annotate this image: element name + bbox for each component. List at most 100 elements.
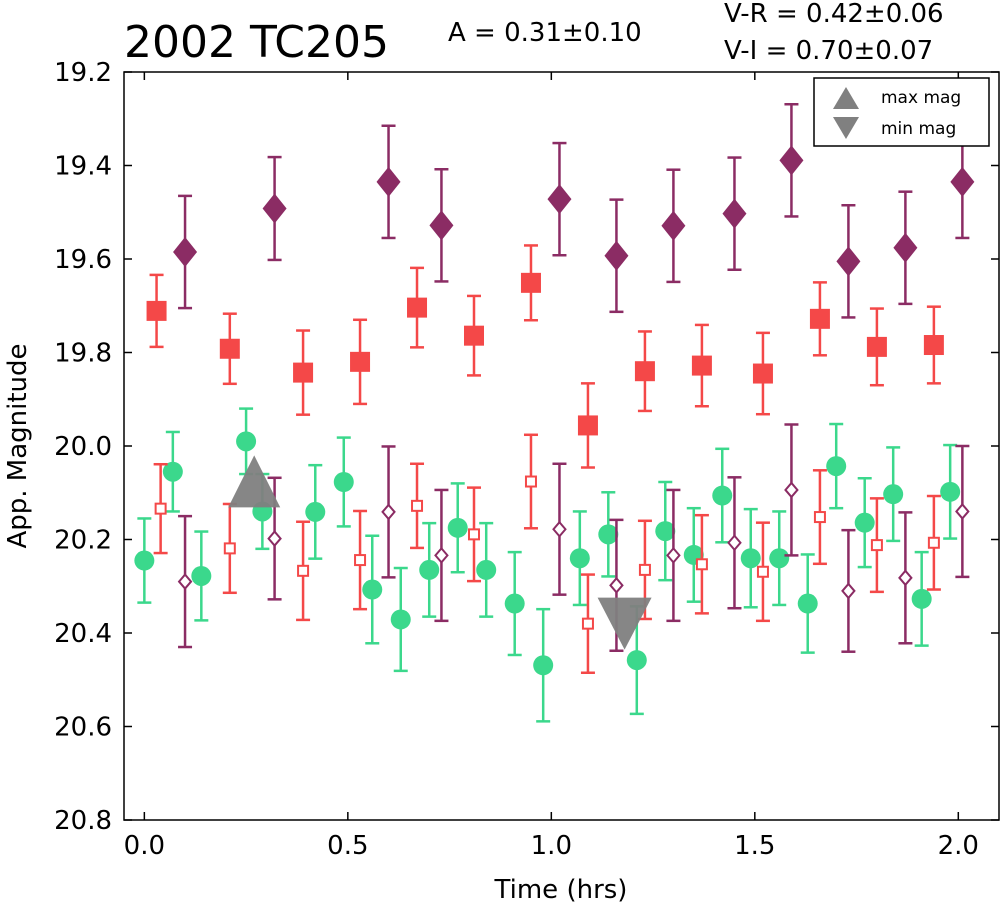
data-point-square <box>866 336 887 357</box>
x-tick-label: 0.0 <box>124 831 165 861</box>
data-point-diamond <box>262 193 287 224</box>
y-tick-label: 19.2 <box>54 58 112 88</box>
data-point-square <box>520 272 541 293</box>
data-point-circle <box>626 650 647 671</box>
data-point-diamond-open <box>727 534 742 552</box>
data-point-square <box>464 325 484 346</box>
data-point-square-open <box>695 558 708 571</box>
data-point-square-open <box>154 502 167 515</box>
data-point-circle <box>911 588 932 609</box>
data-point-diamond-open <box>784 481 799 499</box>
data-point-diamond <box>547 184 572 215</box>
data-point-square <box>752 363 773 384</box>
data-point-diamond-open <box>898 569 913 587</box>
data-point-circle <box>134 550 155 571</box>
data-point-circle <box>390 609 411 630</box>
data-point-diamond-open <box>666 546 681 564</box>
data-point-circle <box>826 456 847 477</box>
data-point-circle <box>854 512 875 533</box>
x-tick-label: 1.5 <box>734 831 775 861</box>
y-tick-label: 19.8 <box>54 339 112 369</box>
data-point-circle <box>940 481 961 502</box>
data-point-circle <box>162 461 183 482</box>
data-point-circle <box>333 471 354 492</box>
data-point-square-open <box>297 564 310 577</box>
y-tick-label: 20.4 <box>54 619 112 649</box>
color-index-vr: V-R = 0.42±0.06 <box>724 0 944 29</box>
y-tick-label: 19.6 <box>54 245 112 275</box>
data-point-square <box>634 361 655 382</box>
data-point-diamond-open <box>609 576 624 594</box>
data-point-square-open <box>638 563 651 576</box>
chart-title: 2002 TC205 <box>124 17 389 68</box>
data-point-square-open <box>581 617 594 630</box>
series-3-square-open <box>153 433 941 674</box>
y-tick-label: 20.2 <box>54 526 112 556</box>
legend: max mag min mag <box>813 77 990 147</box>
data-point-circle <box>712 485 733 506</box>
data-point-diamond <box>950 166 975 197</box>
data-point-square <box>219 338 240 359</box>
data-point-square-open <box>468 528 480 541</box>
data-point-square <box>809 308 830 329</box>
data-point-circle <box>569 548 590 569</box>
y-axis-ticks: 19.2 19.4 19.6 19.8 20.0 20.2 20.4 20.6 20.8 <box>54 58 999 836</box>
data-point-square <box>923 335 944 356</box>
data-point-square-open <box>524 475 537 488</box>
legend-max-mag-label: max mag <box>881 88 961 108</box>
data-point-diamond-open <box>552 520 567 538</box>
x-tick-label: 2.0 <box>938 831 979 861</box>
data-point-diamond <box>173 236 198 267</box>
data-point-circle <box>362 579 383 600</box>
data-point-square-open <box>927 536 940 549</box>
series-1-square-filled <box>146 244 944 469</box>
data-point-diamond-open <box>955 502 970 520</box>
y-tick-label: 19.4 <box>54 152 112 182</box>
y-tick-label: 20.8 <box>54 806 112 836</box>
data-point-circle <box>236 431 257 452</box>
data-point-circle <box>598 524 619 545</box>
data-point-square-open <box>354 554 367 567</box>
data-point-circle <box>740 548 761 569</box>
data-point-square-open <box>870 539 883 552</box>
data-point-circle <box>769 548 790 569</box>
data-point-circle <box>447 517 468 538</box>
data-point-diamond-open <box>434 546 449 564</box>
y-axis-label: App. Magnitude <box>3 343 33 548</box>
data-point-square <box>350 351 371 372</box>
data-point-circle <box>476 559 497 580</box>
data-point-circle <box>305 501 326 522</box>
legend-min-mag-marker <box>833 117 859 139</box>
data-point-square <box>691 355 712 376</box>
data-point-square <box>293 362 314 383</box>
data-point-circle <box>655 521 676 542</box>
color-index-vi: V-I = 0.70±0.07 <box>724 36 933 66</box>
data-point-diamond <box>604 240 629 271</box>
data-point-square-open <box>223 542 236 555</box>
data-point-square-open <box>813 511 826 524</box>
data-point-diamond <box>429 210 454 241</box>
data-point-diamond <box>722 198 747 229</box>
data-point-circle <box>191 565 212 586</box>
data-point-circle <box>797 593 818 614</box>
data-point-diamond <box>661 210 686 241</box>
data-point-diamond-open <box>177 573 193 591</box>
series-0-diamond-filled <box>173 103 975 319</box>
data-point-circle <box>533 655 554 676</box>
max-mag-triangle <box>228 455 281 508</box>
data-point-circle <box>504 593 525 614</box>
min-mag-triangle <box>597 597 652 650</box>
data-point-diamond-open <box>841 582 856 600</box>
data-point-square <box>577 415 598 436</box>
data-point-square-open <box>756 565 769 578</box>
legend-min-mag-label: min mag <box>881 119 956 139</box>
data-point-circle <box>883 484 904 505</box>
data-point-diamond <box>376 166 401 197</box>
data-point-diamond <box>893 232 918 263</box>
data-point-square <box>146 300 167 321</box>
y-tick-label: 20.0 <box>54 432 112 462</box>
legend-box <box>813 77 990 147</box>
amplitude-label: A = 0.31±0.10 <box>448 18 642 48</box>
data-point-diamond <box>779 145 804 176</box>
